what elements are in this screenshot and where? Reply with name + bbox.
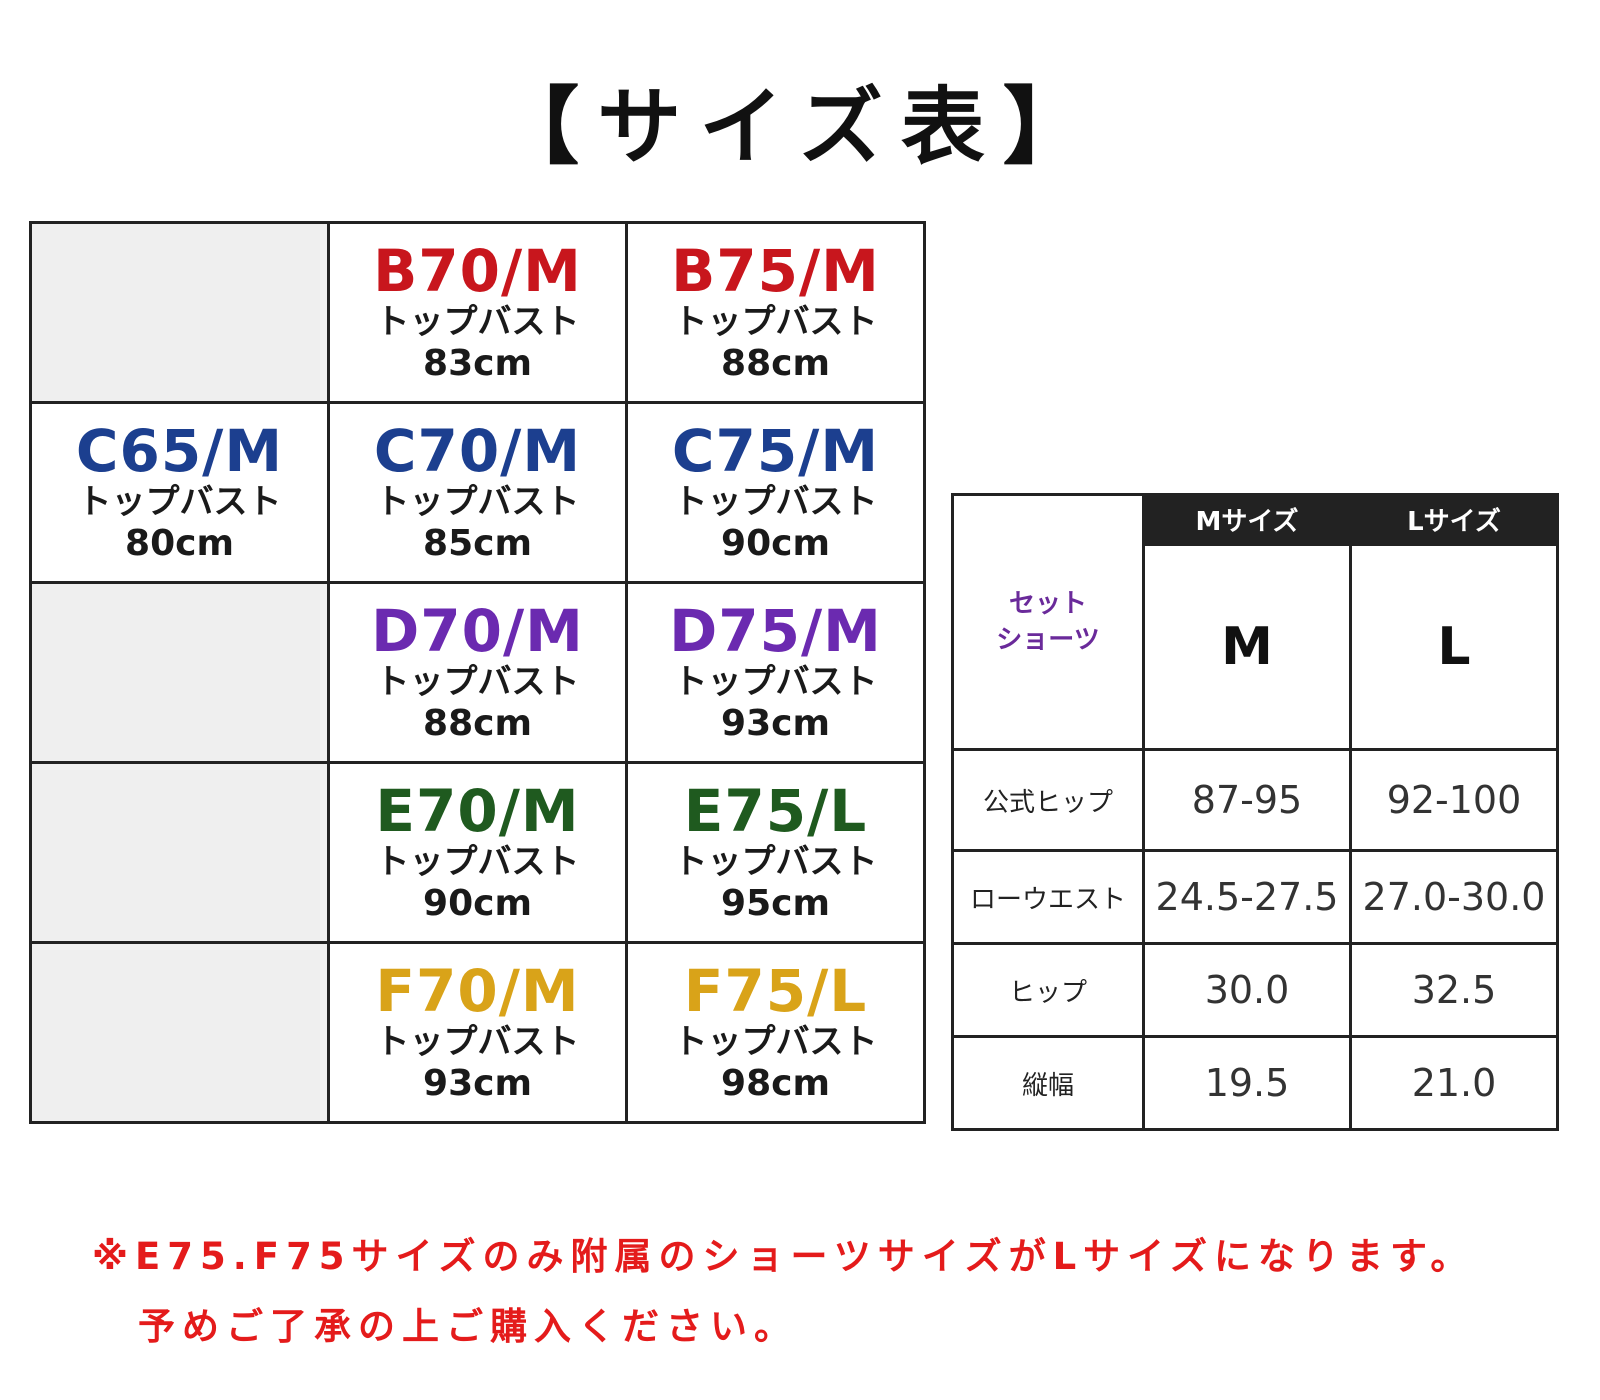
bra-grid-row: B70/M トップバスト 83cm B75/M トップバスト 88cm (29, 221, 926, 404)
set-shorts-label: セット ショーツ (954, 586, 1142, 658)
size-code: F70/M (375, 956, 580, 1025)
bra-size-grid: B70/M トップバスト 83cm B75/M トップバスト 88cm C65/M トップバス… (29, 221, 926, 1124)
bra-size-cell: B70/M トップバスト 83cm (327, 221, 628, 404)
table-row: 公式ヒップ 87-95 92-100 (951, 748, 1559, 852)
value-official-hip-m: 87-95 (1142, 748, 1352, 852)
top-bust-label: トップバスト (673, 841, 878, 882)
size-code: B70/M (373, 236, 582, 305)
value-official-hip-l: 92-100 (1349, 748, 1559, 852)
bra-grid-row: C65/M トップバスト 80cm C70/M トップバスト 85cm C75/M トップバス… (29, 401, 926, 584)
value-height-l: 21.0 (1349, 1035, 1559, 1131)
page-title: 【サイズ表】 (495, 78, 1105, 176)
bra-size-cell: F70/M トップバスト 93cm (327, 941, 628, 1124)
table-row: 縦幅 19.5 21.0 (951, 1035, 1559, 1131)
bra-size-cell: C70/M トップバスト 85cm (327, 401, 628, 584)
size-code: D70/M (371, 596, 584, 665)
table-row: ヒップ 30.0 32.5 (951, 942, 1559, 1038)
size-code: B75/M (671, 236, 880, 305)
empty-size-cell (29, 941, 330, 1124)
top-bust-value: 80cm (125, 522, 234, 564)
value-low-waist-l: 27.0-30.0 (1349, 849, 1559, 945)
bra-size-cell: C65/M トップバスト 80cm (29, 401, 330, 584)
bra-size-cell: B75/M トップバスト 88cm (625, 221, 926, 404)
top-bust-label: トップバスト (375, 841, 580, 882)
top-bust-label: トップバスト (375, 481, 580, 522)
bra-size-cell: D75/M トップバスト 93cm (625, 581, 926, 764)
top-bust-value: 90cm (721, 522, 830, 564)
top-bust-label: トップバスト (375, 301, 580, 342)
value-hip-l: 32.5 (1349, 942, 1559, 1038)
top-bust-value: 88cm (721, 342, 830, 384)
size-code: E70/M (375, 776, 580, 845)
top-bust-label: トップバスト (673, 1021, 878, 1062)
row-label-low-waist: ローウエスト (951, 849, 1145, 945)
top-bust-value: 88cm (423, 702, 532, 744)
set-shorts-label-cell: セット ショーツ (951, 493, 1145, 751)
bra-grid-row: E70/M トップバスト 90cm E75/L トップバスト 95cm (29, 761, 926, 944)
size-code: E75/L (683, 776, 868, 845)
set-shorts-label-line: セット (1008, 589, 1087, 619)
bra-size-cell: E70/M トップバスト 90cm (327, 761, 628, 944)
top-bust-value: 98cm (721, 1062, 830, 1104)
top-bust-value: 83cm (423, 342, 532, 384)
row-label-official-hip: 公式ヒップ (951, 748, 1145, 852)
size-note: ※E75.F75サイズのみ附属のショーツサイズがLサイズになります。 予めご了承… (92, 1222, 1474, 1362)
top-bust-value: 93cm (423, 1062, 532, 1104)
top-bust-label: トップバスト (375, 661, 580, 702)
bra-size-cell: D70/M トップバスト 88cm (327, 581, 628, 764)
note-line-1: ※E75.F75サイズのみ附属のショーツサイズがLサイズになります。 (92, 1235, 1475, 1278)
value-height-m: 19.5 (1142, 1035, 1352, 1131)
set-size-l: L (1349, 543, 1559, 751)
top-bust-label: トップバスト (673, 301, 878, 342)
row-label-height: 縦幅 (951, 1035, 1145, 1131)
bra-size-cell: C75/M トップバスト 90cm (625, 401, 926, 584)
empty-size-cell (29, 221, 330, 404)
top-bust-value: 93cm (721, 702, 830, 744)
value-low-waist-m: 24.5-27.5 (1142, 849, 1352, 945)
header-m-size: Mサイズ (1142, 493, 1352, 546)
empty-size-cell (29, 581, 330, 764)
table-row: ローウエスト 24.5-27.5 27.0-30.0 (951, 849, 1559, 945)
top-bust-value: 85cm (423, 522, 532, 564)
size-code: C65/M (75, 416, 284, 485)
value-hip-m: 30.0 (1142, 942, 1352, 1038)
bra-size-cell: E75/L トップバスト 95cm (625, 761, 926, 944)
set-shorts-label-line: ショーツ (996, 625, 1100, 655)
top-bust-value: 95cm (721, 882, 830, 924)
bra-grid-row: F70/M トップバスト 93cm F75/L トップバスト 98cm (29, 941, 926, 1124)
size-code: C70/M (373, 416, 582, 485)
top-bust-value: 90cm (423, 882, 532, 924)
shorts-size-table: セットショーツ Mサイズ Lサイズ M L 公式ヒップ 87-95 92-100… (951, 493, 1559, 1131)
header-l-size: Lサイズ (1349, 493, 1559, 546)
top-bust-label: トップバスト (673, 661, 878, 702)
empty-size-cell (29, 761, 330, 944)
bra-grid-row: D70/M トップバスト 88cm D75/M トップバスト 93cm (29, 581, 926, 764)
size-code: C75/M (671, 416, 880, 485)
size-code: D75/M (669, 596, 882, 665)
bra-size-cell: F75/L トップバスト 98cm (625, 941, 926, 1124)
top-bust-label: トップバスト (77, 481, 282, 522)
top-bust-label: トップバスト (375, 1021, 580, 1062)
note-line-2: 予めご了承の上ご購入ください。 (138, 1305, 798, 1348)
set-size-m: M (1142, 543, 1352, 751)
top-bust-label: トップバスト (673, 481, 878, 522)
row-label-hip: ヒップ (951, 942, 1145, 1038)
size-code: F75/L (683, 956, 868, 1025)
